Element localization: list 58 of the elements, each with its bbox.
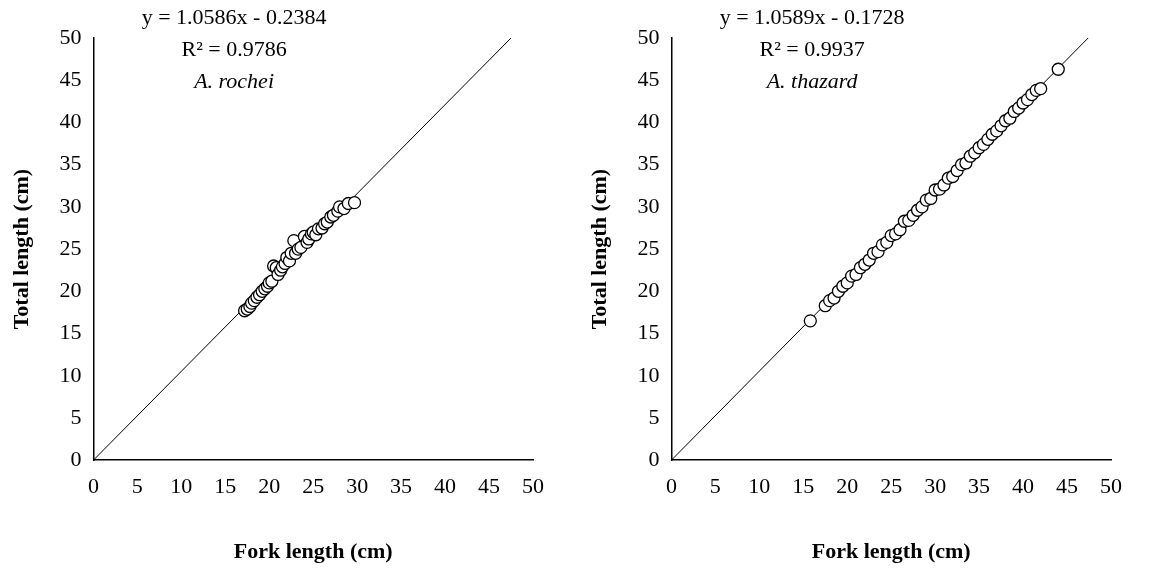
x-tick-label: 40 [1012, 473, 1035, 499]
text: y = 1.0586x - 0.2384 [141, 3, 327, 29]
point [803, 314, 817, 328]
annotation: R² = 0.9937 [759, 35, 865, 61]
x-tick-label: 10 [748, 473, 771, 499]
x-tick-label: 10 [170, 473, 193, 499]
y-tick-label: 50 [59, 23, 82, 49]
x-tick-label: 45 [1056, 473, 1079, 499]
y-tick-label: 45 [637, 66, 660, 91]
y-tick-label: 40 [637, 108, 660, 134]
y-tick-label: 30 [637, 192, 660, 218]
y-tick-label: 30 [59, 192, 82, 218]
x-tick-label: 50 [1100, 473, 1122, 499]
x-tick-label: 15 [792, 473, 815, 499]
y-tick-label: 20 [59, 277, 82, 303]
y-tick-label: 40 [59, 108, 82, 134]
point [1051, 62, 1065, 76]
y-tick-label: 35 [59, 150, 82, 176]
x-tick-label: 50 [522, 473, 544, 499]
y-tick-label: 15 [637, 319, 660, 345]
y-tick-label: 10 [637, 361, 660, 387]
x-tick-label: 25 [880, 473, 903, 499]
y-axis-title: Total length (cm) [7, 168, 33, 330]
annotation: A. thazard [764, 67, 859, 93]
point [1034, 82, 1048, 96]
point [347, 196, 362, 210]
x-tick-label: 30 [346, 473, 369, 499]
x-tick-label: 45 [478, 473, 501, 499]
x-tick-label: 35 [968, 473, 991, 499]
x-tick-label: 40 [434, 473, 457, 499]
y-tick-label: 15 [59, 319, 82, 345]
x-axis-title: Fork length (cm) [811, 538, 971, 564]
x-tick-label: 20 [258, 473, 281, 499]
y-tick-label: 25 [59, 234, 82, 260]
x-tick-label: 35 [390, 473, 413, 499]
y-tick-label: 45 [59, 66, 82, 91]
y-tick-label: 5 [648, 403, 660, 429]
annotation: R² = 0.9786 [181, 35, 287, 61]
x-tick-label: 20 [836, 473, 859, 499]
y-tick-label: 10 [59, 361, 82, 387]
y-tick-label: 35 [637, 150, 660, 176]
y-tick-label: 50 [637, 23, 660, 49]
y-tick-label: 0 [648, 445, 660, 471]
annotation: A. rochei [192, 67, 274, 93]
y-tick-label: 25 [637, 234, 660, 260]
x-tick-label: 5 [709, 473, 721, 499]
text: y = 1.0589x - 0.1728 [719, 3, 905, 29]
x-tick-label: 25 [302, 473, 325, 499]
y-tick-label: 0 [70, 445, 82, 471]
x-tick-label: 0 [87, 473, 99, 499]
y-tick-label: 20 [637, 277, 660, 303]
y-axis-title: Total length (cm) [585, 168, 611, 330]
x-axis-title: Fork length (cm) [233, 538, 393, 564]
x-tick-label: 0 [665, 473, 677, 499]
x-tick-label: 30 [924, 473, 947, 499]
x-tick-label: 15 [214, 473, 237, 499]
y-tick-label: 5 [70, 403, 82, 429]
x-tick-label: 5 [131, 473, 143, 499]
